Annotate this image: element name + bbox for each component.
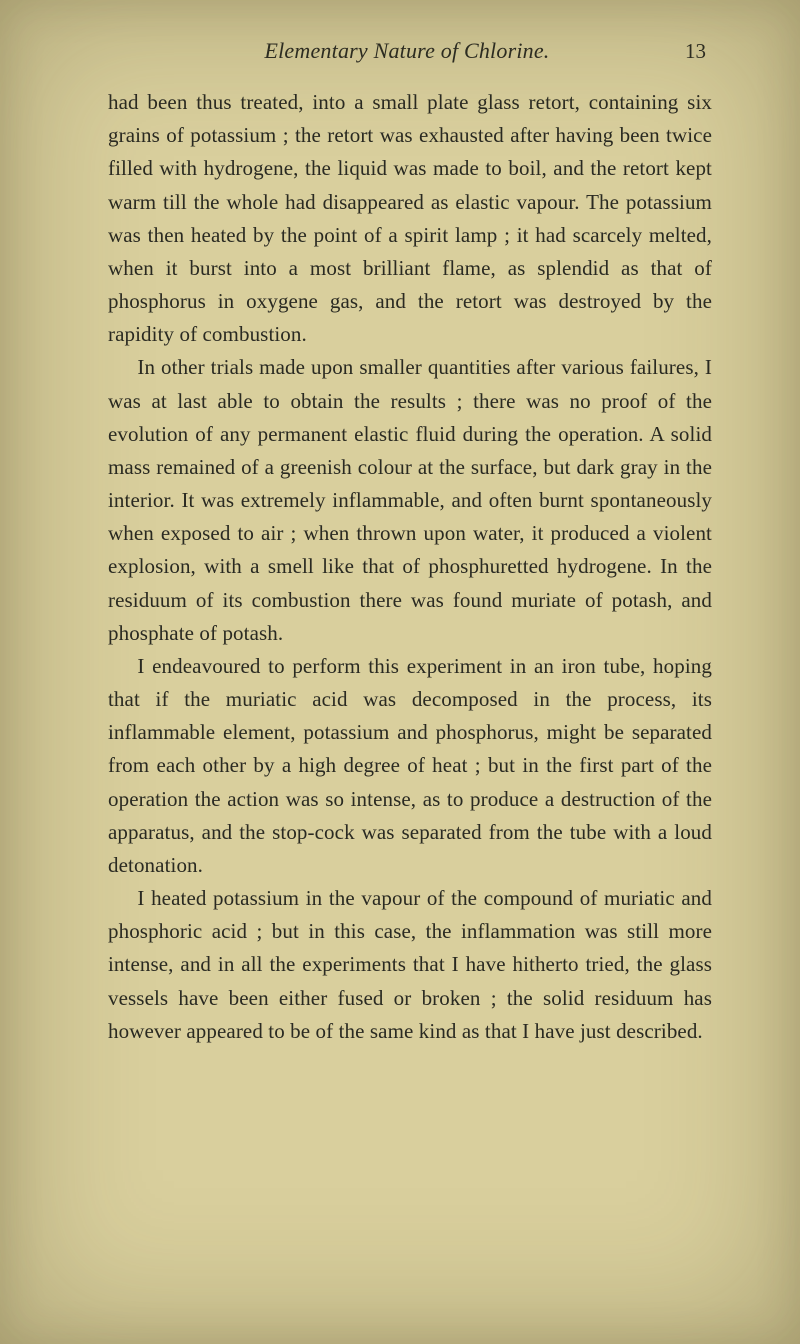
- book-page: Elementary Nature of Chlorine. 13 had be…: [0, 0, 800, 1344]
- body-text: had been thus treated, into a small plat…: [108, 86, 712, 1048]
- paragraph-4: I heated potassium in the vapour of the …: [108, 882, 712, 1048]
- paragraph-2: In other trials made upon smaller quanti…: [108, 351, 712, 650]
- page-number: 13: [666, 39, 706, 64]
- running-title: Elementary Nature of Chlorine.: [148, 38, 666, 64]
- paragraph-3: I endeavoured to perform this experiment…: [108, 650, 712, 882]
- paragraph-1: had been thus treated, into a small plat…: [108, 86, 712, 351]
- running-head: Elementary Nature of Chlorine. 13: [108, 38, 712, 64]
